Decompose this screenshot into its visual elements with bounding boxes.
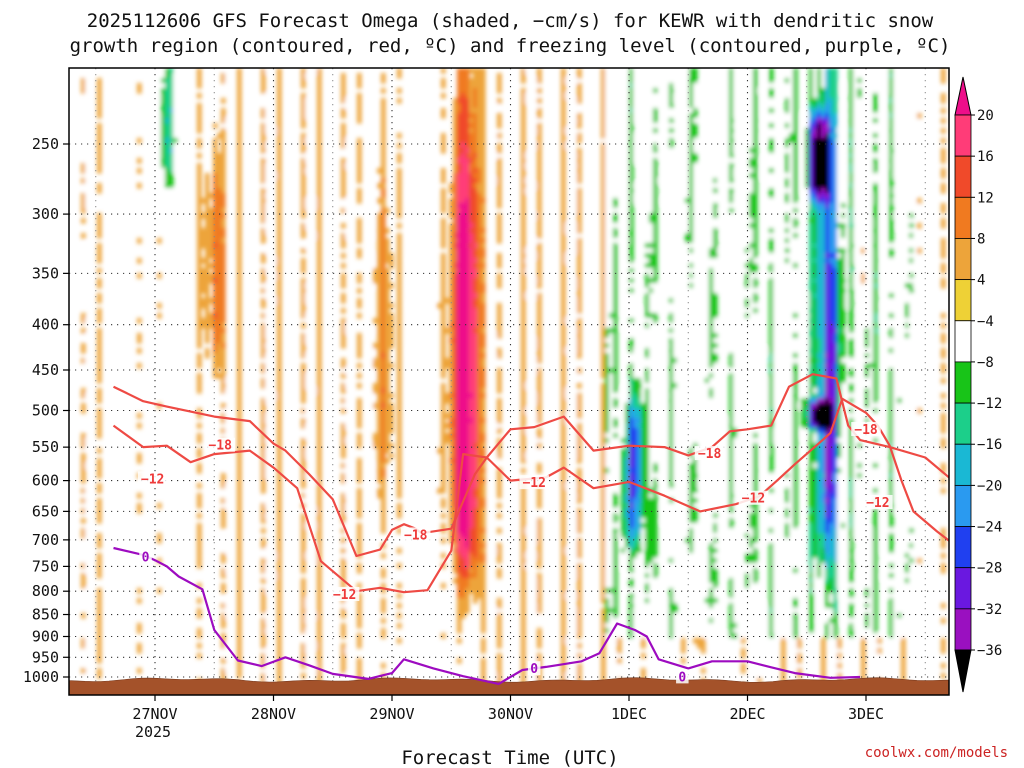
- credit-text: coolwx.com/models: [865, 745, 1008, 761]
- contour-label: −12: [522, 476, 545, 491]
- x-tick-label: 28NOV: [251, 705, 296, 723]
- colorbar-label: 8: [977, 231, 985, 247]
- y-tick-label: 350: [32, 264, 59, 282]
- contour-label: −12: [742, 492, 765, 507]
- plot-area: −18 −12 −18 −12 −12 −18 −12 −18 −12 0 0 0: [69, 68, 949, 695]
- y-axis: 250 300 350 400 450 500 550 600 650 700 750 800 850 9…: [23, 135, 69, 686]
- colorbar-swatch: [954, 114, 972, 157]
- contour-label: −18: [404, 528, 428, 543]
- contour-label: 0: [142, 551, 150, 566]
- colorbar-swatch: [954, 238, 972, 281]
- colorbar-swatch: [954, 608, 972, 651]
- contour-dendritic-top: [113, 373, 949, 558]
- y-tick-label: 750: [32, 557, 59, 575]
- contour-freezing-level: [113, 546, 861, 686]
- contour-label: 0: [678, 670, 686, 685]
- colorbar-label: −28: [977, 561, 1002, 577]
- colorbar-swatch: [954, 155, 972, 198]
- colorbar-swatch: [954, 402, 972, 445]
- x-axis-label: Forecast Time (UTC): [401, 747, 618, 768]
- contour-label-bg: [676, 669, 689, 684]
- y-tick-label: 550: [32, 438, 59, 456]
- colorbar: 20 16 12 8 4 −4 −8 −12 −16 −20 −24 −28 −32 −36: [954, 76, 1002, 693]
- contour-label-bg: [139, 549, 152, 564]
- contour-label: −12: [141, 472, 164, 487]
- contour-label-bg: [400, 527, 431, 542]
- contour-label: −18: [208, 439, 232, 454]
- y-tick-label: 450: [32, 361, 59, 379]
- colorbar-swatch: [954, 567, 972, 610]
- colorbar-label: −12: [977, 396, 1002, 412]
- colorbar-label: −32: [977, 602, 1002, 618]
- omega-shading: [69, 68, 946, 695]
- colorbar-label: −36: [977, 643, 1002, 659]
- y-tick-label: 950: [32, 648, 59, 666]
- contour-label-bg: [738, 490, 769, 505]
- y-tick-label: 300: [32, 205, 59, 223]
- colorbar-swatch: [954, 196, 972, 239]
- y-tick-label: 800: [32, 582, 59, 600]
- colorbar-swatch: [954, 526, 972, 569]
- contour-label-bg: [851, 421, 881, 436]
- x-tick-sublabel: 2025: [135, 723, 171, 741]
- colorbar-top-arrow: [954, 76, 972, 116]
- contour-label: −12: [333, 588, 356, 603]
- colorbar-swatch: [954, 361, 972, 404]
- colorbar-label: −4: [977, 314, 994, 330]
- colorbar-bottom-arrow: [954, 649, 972, 693]
- contour-labels: −18 −12 −18 −12 −12 −18 −12 −18 −12 0 0 0: [137, 421, 893, 685]
- contour-label-bg: [519, 475, 549, 490]
- colorbar-swatch: [954, 279, 972, 322]
- y-tick-label: 250: [32, 135, 59, 153]
- colorbar-label: −8: [977, 355, 994, 371]
- plot-frame: [68, 67, 950, 696]
- contour-label-bg: [694, 446, 725, 461]
- y-tick-label: 850: [32, 606, 59, 624]
- colorbar-label: 20: [977, 108, 994, 124]
- y-tick-label: 600: [32, 472, 59, 490]
- colorbar-label: −24: [977, 520, 1002, 536]
- contour-label-bg: [527, 661, 541, 676]
- colorbar-label: −20: [977, 478, 1002, 494]
- contour-label-bg: [863, 495, 893, 510]
- chart-title-line-2: growth region (contoured, red, ºC) and f…: [70, 35, 951, 57]
- colorbar-swatch: [954, 484, 972, 527]
- y-tick-label: 700: [32, 531, 59, 549]
- contour-label-bg: [137, 471, 168, 486]
- contour-label: −18: [854, 423, 878, 438]
- colorbar-swatch: [954, 320, 972, 363]
- y-tick-label: 500: [32, 402, 59, 420]
- x-tick-label: 3DEC: [848, 705, 884, 723]
- colorbar-swatch: [954, 443, 972, 486]
- x-tick-label: 2DEC: [729, 705, 765, 723]
- contour-label-bg: [205, 437, 235, 452]
- colorbar-label: 12: [977, 190, 994, 206]
- contour-label: 0: [530, 662, 538, 677]
- chart-title-line-1: 2025112606 GFS Forecast Omega (shaded, −…: [87, 10, 934, 32]
- contour-label-bg: [329, 587, 360, 602]
- y-tick-label: 400: [32, 316, 59, 334]
- x-tick-label: 30NOV: [488, 705, 533, 723]
- surface-terrain: [69, 677, 949, 695]
- colorbar-label: 4: [977, 273, 985, 289]
- terrain-ground: [69, 677, 949, 695]
- contour-label: −12: [866, 496, 889, 511]
- colorbar-label: −16: [977, 437, 1002, 453]
- x-tick-label: 1DEC: [611, 705, 647, 723]
- y-tick-label: 1000: [23, 668, 59, 686]
- x-tick-label: 29NOV: [369, 705, 414, 723]
- y-tick-label: 650: [32, 502, 59, 520]
- contour-label: −18: [698, 447, 722, 462]
- y-tick-label: 900: [32, 627, 59, 645]
- x-tick-label: 27NOV: [132, 705, 177, 723]
- colorbar-label: 16: [977, 149, 994, 165]
